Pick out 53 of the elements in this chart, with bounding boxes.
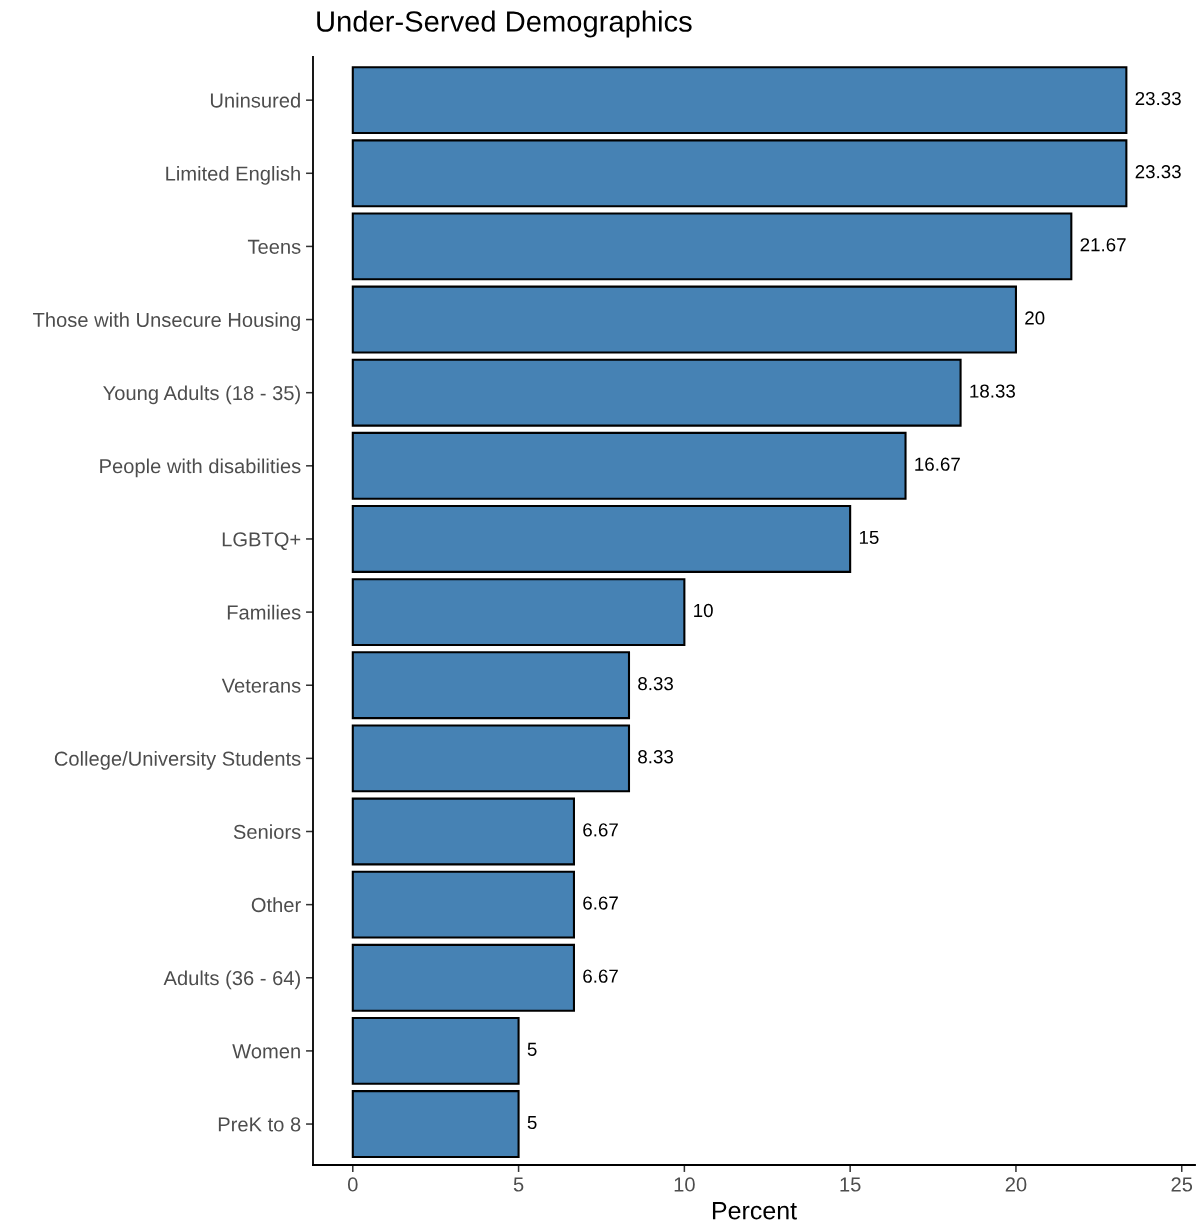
- y-tick-label: Those with Unsecure Housing: [33, 312, 300, 332]
- y-tick-label: PreK to 8: [218, 1117, 301, 1132]
- y-tick-label: Other: [251, 897, 301, 913]
- y-tick-label: Young Adults (18 - 35): [103, 385, 300, 405]
- x-tick-label: 20: [1005, 1177, 1027, 1192]
- y-tick-label: LGBTQ+: [222, 532, 301, 551]
- x-axis-title: Percent: [712, 1202, 797, 1220]
- data-label: 16.67: [915, 457, 960, 471]
- bar: [351, 139, 1128, 208]
- bar: [351, 797, 575, 866]
- data-label: 18.33: [970, 384, 1015, 398]
- bar: [351, 358, 962, 427]
- x-tick-label: 5: [513, 1177, 524, 1192]
- data-label: 20: [1025, 311, 1045, 325]
- x-tick-label: 25: [1171, 1177, 1193, 1192]
- y-tick-label: Seniors: [233, 824, 301, 839]
- data-label: 8.33: [638, 676, 673, 691]
- data-label: 5: [527, 1115, 537, 1130]
- data-label: 21.67: [1080, 238, 1126, 252]
- data-label: 6.67: [583, 896, 618, 910]
- x-tick-label: 15: [840, 1177, 861, 1192]
- y-tick-label: People with disabilities: [100, 458, 301, 478]
- bar: [351, 505, 852, 573]
- bar: [351, 651, 631, 720]
- data-label: 5: [527, 1042, 537, 1056]
- y-tick-label: Teens: [247, 239, 301, 254]
- bar: [351, 578, 686, 647]
- bar: [351, 212, 1073, 281]
- data-label: 23.33: [1135, 91, 1181, 106]
- y-tick-label: Limited English: [166, 165, 300, 185]
- y-tick-label: Veterans: [221, 678, 301, 693]
- bar: [351, 285, 1017, 354]
- x-tick-label: 10: [674, 1177, 695, 1192]
- data-label: 6.67: [583, 969, 618, 983]
- bar: [351, 1090, 520, 1158]
- bar: [351, 1016, 520, 1085]
- x-tick-label: 0: [347, 1177, 358, 1192]
- y-tick-label: Adults (36 - 64): [163, 970, 300, 990]
- y-tick-label: College/University Students: [54, 751, 301, 770]
- y-tick-label: Uninsured: [210, 92, 300, 108]
- data-label: 10: [694, 603, 713, 618]
- data-label: 6.67: [583, 823, 618, 837]
- bar: [351, 431, 907, 500]
- data-label: 8.33: [638, 750, 673, 764]
- y-tick-label: Women: [232, 1044, 300, 1059]
- bar: [351, 870, 575, 939]
- y-tick-label: Families: [227, 604, 301, 620]
- data-label: 23.33: [1135, 165, 1181, 179]
- chart-title: Under-Served Demographics: [317, 10, 692, 38]
- bar: [351, 66, 1128, 135]
- bar: [351, 724, 631, 793]
- bar: [351, 943, 575, 1012]
- data-label: 15: [859, 530, 879, 544]
